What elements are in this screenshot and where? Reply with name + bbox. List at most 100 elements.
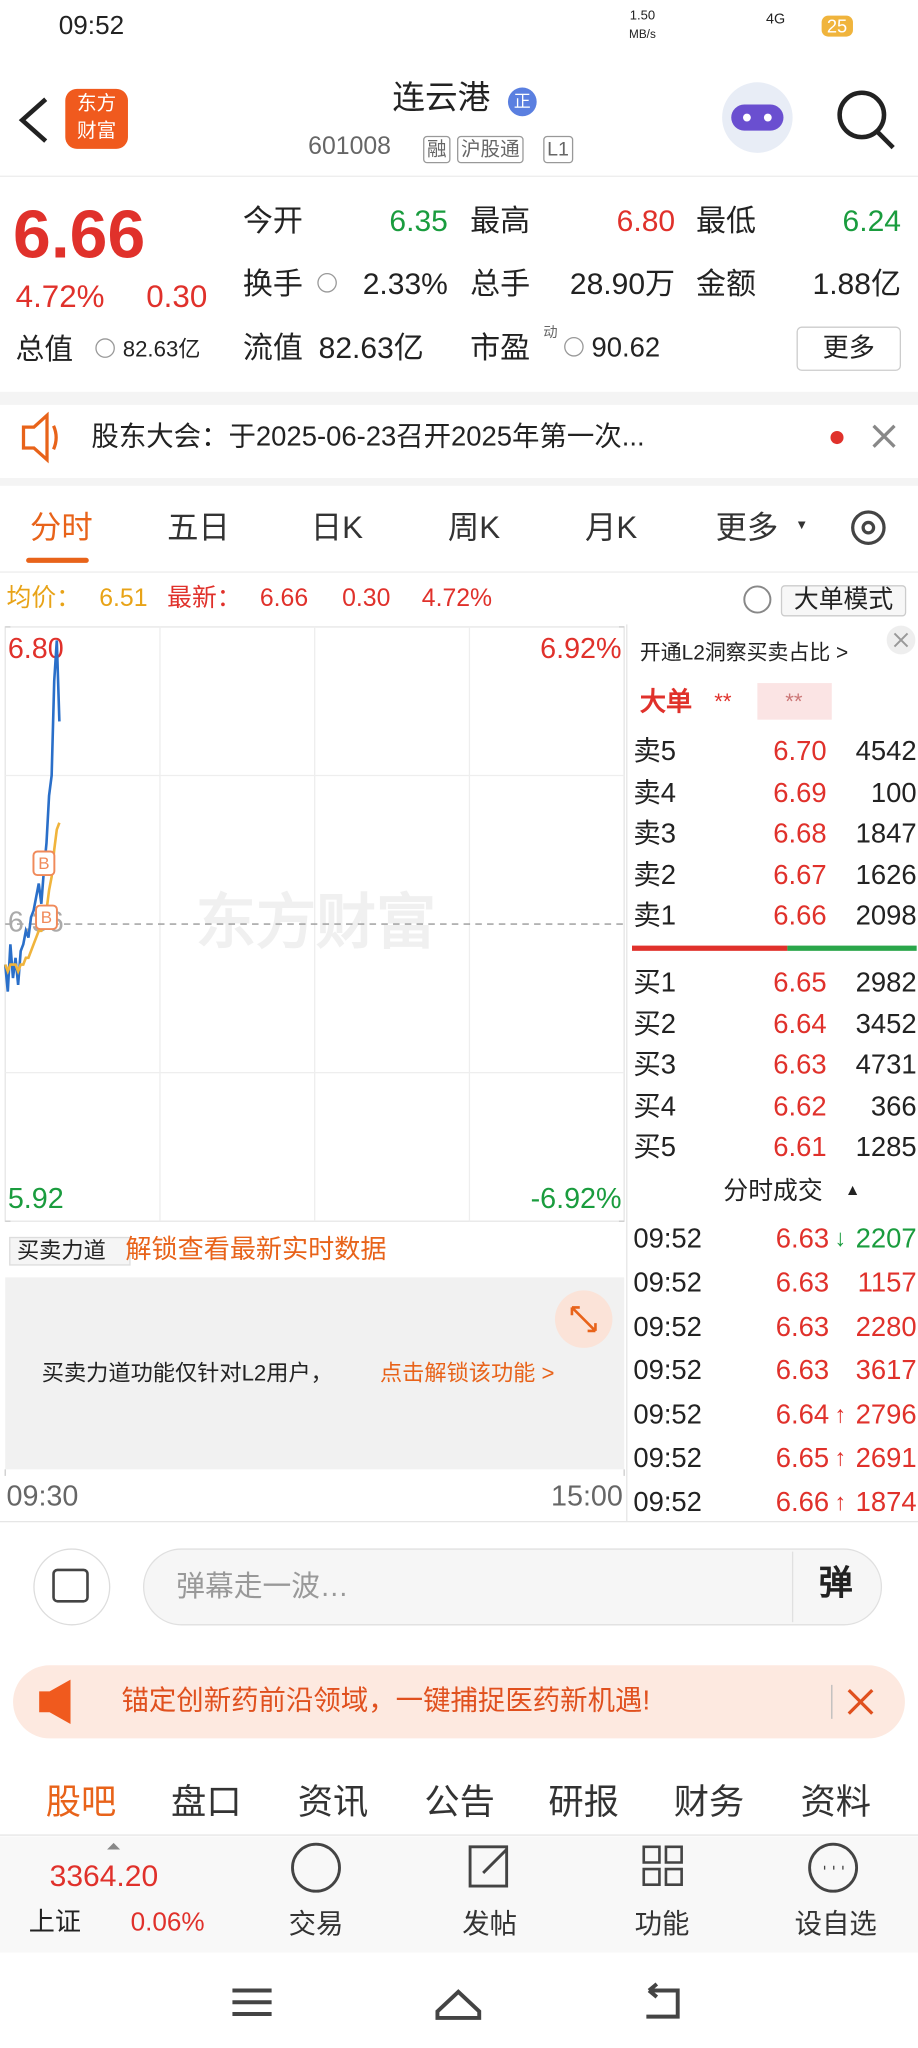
force-button[interactable]: 买卖力道 — [9, 1236, 131, 1266]
stock-tag: L1 — [543, 135, 573, 164]
robot-face — [731, 104, 784, 131]
nav-item[interactable]: 功能 — [634, 1910, 690, 1941]
banner-close[interactable] — [847, 1688, 874, 1715]
more-button[interactable]: 更多 — [796, 326, 902, 371]
robot-eye — [743, 113, 751, 122]
comment-icon-button[interactable] — [33, 1548, 111, 1626]
trade-price: 6.63 — [775, 1224, 830, 1255]
trade-price: 6.63 — [775, 1355, 830, 1387]
field-label: 流值 — [242, 330, 303, 365]
detail-tab[interactable]: 资料 — [800, 1782, 871, 1822]
info-icon[interactable] — [317, 272, 337, 293]
price-line — [3, 640, 61, 992]
book-volume: 4542 — [855, 737, 917, 768]
force-link[interactable]: 点击解锁该功能 > — [379, 1360, 555, 1386]
logo-text[interactable]: 东方 — [77, 92, 117, 115]
status-time: 09:52 — [58, 11, 125, 41]
menu-key[interactable] — [232, 1988, 272, 2016]
logo-box[interactable] — [65, 88, 128, 149]
chart-tab[interactable]: 更多 — [715, 510, 779, 546]
banner-bg[interactable] — [13, 1665, 905, 1739]
net-speed: 1.50 — [629, 9, 656, 24]
trade-arrow: ↑ — [834, 1488, 847, 1515]
stock-badge: 正 — [507, 87, 537, 117]
danmaku-button[interactable]: 弹 — [818, 1563, 853, 1604]
latest-change: 0.30 — [342, 584, 391, 613]
book-volume: 4731 — [855, 1050, 917, 1081]
help-icon[interactable] — [743, 585, 772, 614]
book-label: 买5 — [633, 1132, 676, 1163]
unlock-text[interactable]: 解锁查看最新实时数据 — [125, 1235, 387, 1265]
trade-volume: 2691 — [855, 1443, 917, 1474]
y2-tick-label: 6.92% — [540, 633, 621, 665]
search-icon[interactable] — [837, 90, 887, 140]
stock-tag: 融 — [423, 135, 451, 164]
post-icon — [468, 1845, 509, 1888]
book-label: 买2 — [633, 1009, 676, 1040]
y-tick-label: 5.92 — [8, 1183, 64, 1215]
nav-item[interactable]: 设自选 — [794, 1910, 877, 1941]
detail-tab[interactable]: 公告 — [424, 1782, 495, 1822]
masked-box — [757, 683, 832, 720]
book-price: 6.63 — [773, 1050, 827, 1081]
latest-value: 6.66 — [259, 584, 309, 613]
x-tick-label: 15:00 — [551, 1481, 623, 1513]
close-icon[interactable] — [872, 424, 896, 448]
trade-time: 09:52 — [633, 1224, 702, 1255]
detail-tab[interactable]: 股吧 — [45, 1782, 117, 1822]
nav-item[interactable]: 交易 — [288, 1910, 344, 1941]
network-type: 4G — [766, 12, 786, 28]
trade-arrow: ↓ — [834, 1225, 847, 1252]
trade-volume: 3617 — [855, 1355, 917, 1387]
mode-button[interactable]: 大单模式 — [780, 584, 907, 617]
home-key[interactable] — [435, 1989, 482, 2020]
nav-item[interactable]: 发帖 — [462, 1910, 518, 1941]
avg-value: 6.51 — [99, 584, 148, 613]
change-percent: 4.72% — [15, 278, 105, 315]
back-icon[interactable] — [18, 97, 48, 143]
book-label: 买3 — [633, 1050, 676, 1081]
field-value: 82.63亿 — [122, 336, 201, 362]
book-price: 6.62 — [773, 1091, 827, 1122]
book-price: 6.69 — [773, 778, 827, 809]
detail-tab[interactable]: 盘口 — [171, 1782, 242, 1822]
chart-tab[interactable]: 分时 — [30, 510, 93, 546]
comment-input[interactable] — [142, 1548, 883, 1626]
comment-icon — [52, 1568, 89, 1603]
field-value: 6.35 — [389, 203, 448, 238]
index-value[interactable]: 3364.20 — [49, 1858, 159, 1893]
stock-code: 601008 — [308, 132, 391, 161]
info-icon[interactable] — [95, 338, 115, 358]
chart-tab[interactable]: 周K — [447, 510, 501, 546]
field-value: 6.80 — [616, 203, 676, 238]
comment-placeholder[interactable]: 弹幕走一波… — [176, 1569, 349, 1603]
search-icon-handle — [875, 130, 895, 150]
function-icon — [642, 1845, 683, 1887]
book-volume: 1847 — [855, 819, 917, 850]
chart-tab[interactable]: 日K — [310, 510, 364, 546]
banner-text[interactable]: 锚定创新药前沿领域，一键捕捉医药新机遇! — [121, 1686, 651, 1717]
book-price: 6.70 — [773, 737, 827, 768]
trade-price: 6.66 — [775, 1487, 830, 1518]
detail-tab[interactable]: 研报 — [548, 1782, 619, 1822]
logo-text[interactable]: 财富 — [77, 120, 117, 143]
book-label: 买4 — [633, 1091, 676, 1122]
book-volume: 1285 — [855, 1132, 917, 1163]
trade-time: 09:52 — [633, 1399, 702, 1430]
detail-tab[interactable]: 财务 — [673, 1782, 745, 1822]
book-label: 卖3 — [633, 819, 676, 850]
info-icon[interactable] — [564, 336, 584, 357]
trade-time: 09:52 — [633, 1312, 702, 1343]
chart-tab[interactable]: 五日 — [167, 510, 230, 546]
l2-link[interactable]: 开通L2洞察买卖占比 > — [639, 643, 849, 666]
field-label: 总手 — [470, 266, 531, 301]
settings-icon[interactable] — [851, 510, 886, 545]
section-gap — [0, 391, 918, 405]
back-key[interactable] — [646, 1982, 680, 2019]
notice-text[interactable]: 股东大会：于2025-06-23召开2025年第一次... — [91, 422, 645, 453]
chart-tab[interactable]: 月K — [584, 510, 638, 546]
book-label: 卖1 — [633, 901, 676, 932]
detail-tab[interactable]: 资讯 — [297, 1782, 369, 1822]
